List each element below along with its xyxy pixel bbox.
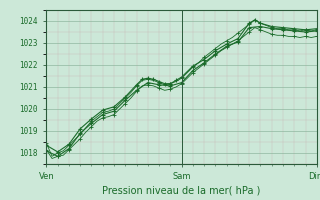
X-axis label: Pression niveau de la mer( hPa ): Pression niveau de la mer( hPa ) <box>102 186 261 196</box>
